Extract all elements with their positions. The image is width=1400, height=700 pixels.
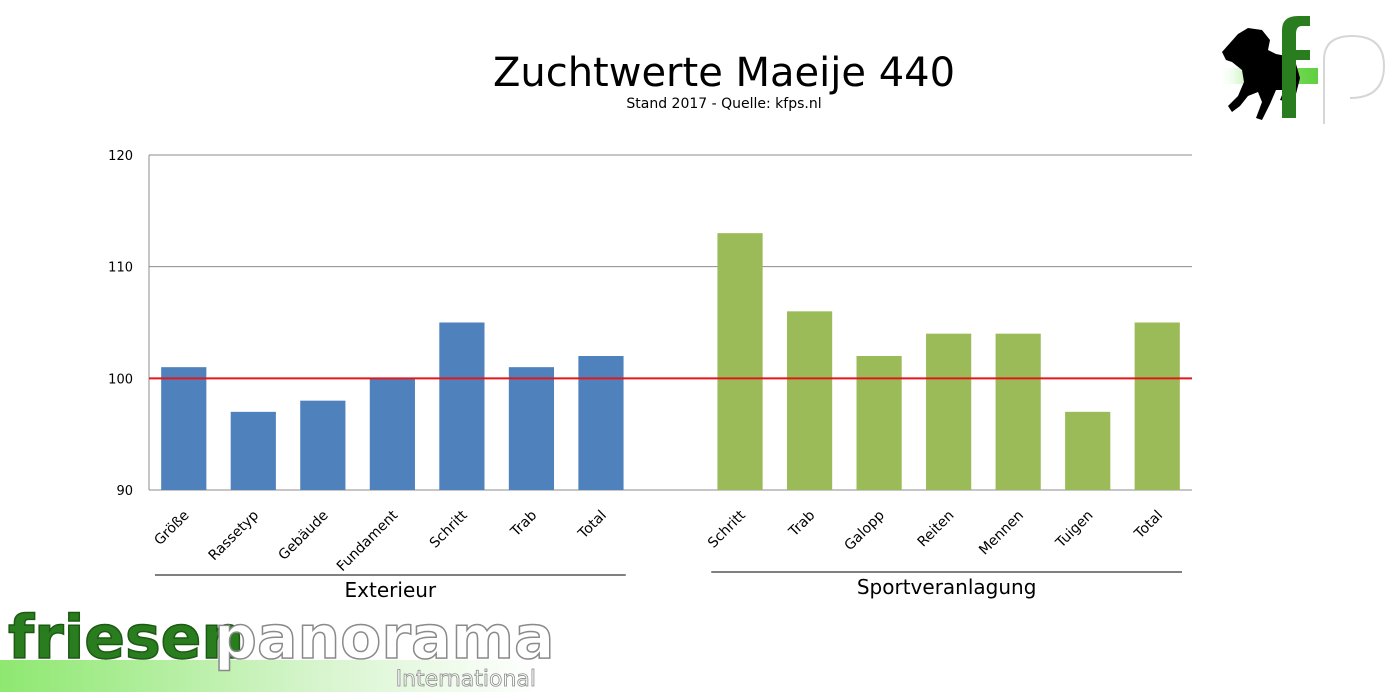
fp-logo: fp — [1218, 16, 1386, 124]
logo-p-outline — [1323, 34, 1386, 124]
bar — [1134, 322, 1180, 490]
bar — [230, 411, 276, 490]
x-tick-label: Rassetyp — [206, 507, 263, 564]
bar — [300, 400, 346, 490]
y-tick-label: 120 — [108, 149, 133, 164]
group-label: Sportveranlagung — [857, 575, 1037, 599]
bar — [578, 356, 624, 490]
horse-icon — [1222, 28, 1300, 120]
y-tick-label: 110 — [108, 261, 133, 276]
bar — [439, 322, 485, 490]
brand-stripe — [0, 660, 540, 692]
y-axis-ticks: 90 100 110 120 — [108, 149, 133, 499]
y-tick-label: 90 — [116, 484, 133, 499]
bars — [161, 233, 1180, 490]
x-tick-label: Total — [1131, 508, 1166, 543]
x-axis-ticks: Größe Rassetyp Gebäude Fundament Schritt Trab… — [151, 507, 1166, 575]
bar — [161, 367, 207, 490]
bar — [1065, 411, 1111, 490]
x-tick-label: Größe — [151, 508, 192, 549]
bar — [717, 233, 763, 490]
x-tick-label: Reiten — [915, 508, 958, 551]
x-tick-label: Schritt — [705, 507, 749, 551]
x-tick-label: Trab — [785, 507, 818, 540]
bar — [926, 333, 972, 490]
x-tick-label: Total — [575, 508, 610, 543]
y-tick-label: 100 — [108, 372, 133, 387]
bar — [508, 367, 555, 490]
x-tick-label: Tuigen — [1052, 508, 1096, 552]
x-tick-label: Galopp — [842, 507, 889, 554]
x-tick-label: Gebäude — [276, 508, 332, 564]
x-tick-label: Mennen — [976, 508, 1027, 559]
x-tick-label: Fundament — [334, 507, 402, 575]
brand-watermark: friesen panorama International — [0, 602, 555, 692]
logo-f-shape — [1282, 16, 1310, 118]
chart-title: Zuchtwerte Maeije 440 — [493, 50, 955, 96]
bar — [995, 333, 1041, 490]
group-label: Exterieur — [345, 578, 437, 602]
brand-word-friesen: friesen — [8, 603, 244, 673]
logo-p-shape — [1325, 34, 1384, 110]
group-labels: Exterieur Sportveranlagung — [155, 571, 1182, 602]
bar — [369, 378, 415, 490]
x-tick-label: Trab — [507, 507, 540, 540]
chart-subtitle: Stand 2017 - Quelle: kfps.nl — [626, 96, 821, 112]
brand-sub-label: International — [396, 667, 536, 692]
brand-word-panorama: panorama — [214, 603, 554, 673]
bar — [856, 356, 902, 490]
x-tick-label: Schritt — [427, 507, 471, 551]
bar — [786, 311, 833, 490]
